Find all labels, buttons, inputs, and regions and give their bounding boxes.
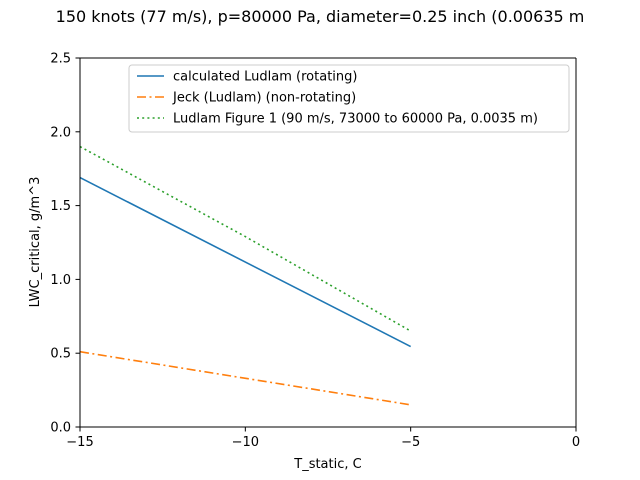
legend-label-1: calculated Ludlam (rotating) — [173, 70, 357, 85]
plot-frame — [79, 57, 577, 428]
legend: calculated Ludlam (rotating) Jeck (Ludlam… — [128, 64, 570, 133]
x-tick-label: −5 — [401, 435, 420, 450]
legend-box — [128, 64, 570, 133]
y-tick-label: 0.5 — [50, 347, 71, 362]
series-line-2 — [79, 350, 411, 406]
y-tick-label: 2.5 — [50, 52, 71, 67]
legend-label-3: Ludlam Figure 1 (90 m/s, 73000 to 60000 … — [173, 112, 538, 127]
x-tick-label: 0 — [572, 435, 580, 450]
x-tick-label: −10 — [232, 435, 259, 450]
series-layer — [79, 145, 412, 406]
y-tick-label: 2.0 — [50, 125, 71, 140]
y-tick-label: 1.5 — [50, 199, 71, 214]
ticks-layer: −15 −10 −5 0 0.0 0.5 1.0 1.5 2.0 2.5 — [50, 52, 580, 451]
x-axis-label: T_static, C — [293, 457, 361, 472]
chart-title: 150 knots (77 m/s), p=80000 Pa, diameter… — [56, 7, 585, 26]
y-tick-label: 1.0 — [50, 273, 71, 288]
series-line-1 — [79, 176, 412, 348]
legend-label-2: Jeck (Ludlam) (non-rotating) — [172, 91, 356, 106]
legend-items: calculated Ludlam (rotating) Jeck (Ludlam… — [137, 70, 538, 127]
y-axis-label: LWC_critical, g/m^3 — [28, 177, 43, 308]
x-tick-label: −15 — [66, 435, 93, 450]
y-tick-label: 0.0 — [50, 421, 71, 436]
series-line-3 — [79, 145, 412, 332]
